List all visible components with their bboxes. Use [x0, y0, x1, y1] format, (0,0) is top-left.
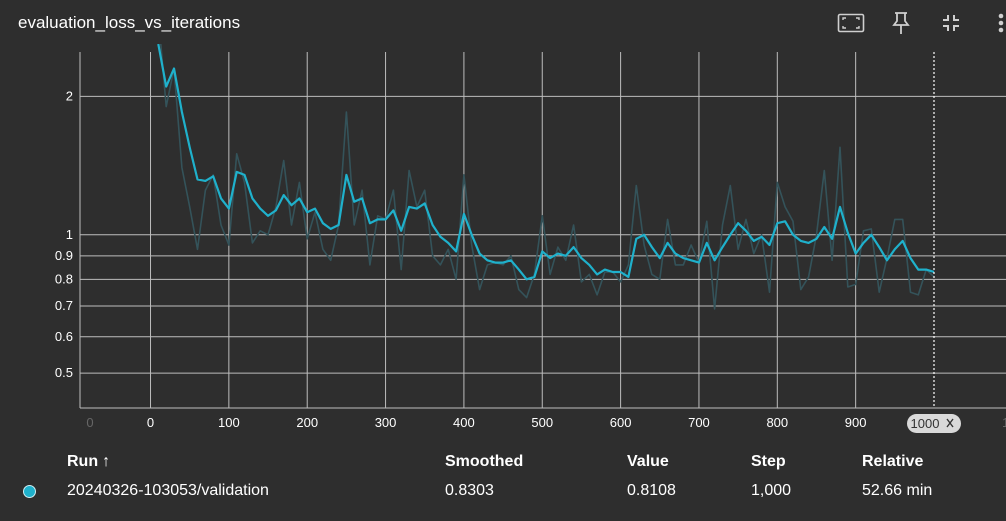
x-tick-label: 500 [531, 415, 553, 430]
hover-step-label: 1000 [911, 416, 940, 431]
table-row: 20240326-103053/validation 0.8303 0.8108… [0, 479, 1006, 503]
x-tick-label: 200 [296, 415, 318, 430]
x-tick-label: 400 [453, 415, 475, 430]
x-tick-label: 600 [610, 415, 632, 430]
relative-column-header[interactable]: Relative [862, 453, 924, 470]
x-tick-label: 700 [688, 415, 710, 430]
run-column-header[interactable]: Run ↑ [67, 453, 111, 470]
fit-to-data-icon[interactable] [836, 8, 866, 38]
y-tick-label: 0.7 [55, 298, 73, 313]
relative-time: 52.66 min [862, 482, 933, 499]
sort-ascending-icon[interactable]: ↑ [102, 453, 111, 470]
step-column-header[interactable]: Step [751, 453, 786, 470]
y-tick-label: 0.5 [55, 365, 73, 380]
smoothed-value: 0.8303 [445, 482, 494, 499]
y-tick-label: 0.9 [55, 248, 73, 263]
run-color-icon [23, 485, 36, 498]
table-header: Run ↑ Smoothed Value Step Relative [0, 450, 1006, 474]
line-chart[interactable]: 2 1 0.9 0.8 0.7 0.6 0.5 0 100 200 300 400 500 600 700 8… [0, 44, 1006, 444]
raw-value: 0.8108 [627, 482, 676, 499]
step-value: 1,000 [751, 482, 792, 499]
x-tick-label: 800 [766, 415, 788, 430]
y-tick-label: 2 [66, 88, 73, 103]
hover-indicator: 1000 [907, 52, 961, 433]
pin-icon[interactable] [886, 8, 916, 38]
smoothed-series-line [157, 44, 935, 281]
x-tick-label: 100 [218, 415, 240, 430]
x-tick-label: 300 [375, 415, 397, 430]
chart-axes: 2 1 0.9 0.8 0.7 0.6 0.5 0 100 200 300 400 500 600 700 8… [55, 88, 1006, 430]
more-vert-icon[interactable] [986, 8, 1006, 38]
chart-grid [79, 52, 1006, 409]
collapse-icon[interactable] [936, 8, 966, 38]
chart-series [157, 44, 935, 310]
chart-title: evaluation_loss_vs_iterations [18, 13, 241, 32]
x-tick-label: 0 [147, 415, 154, 430]
smoothed-column-header[interactable]: Smoothed [445, 453, 524, 470]
raw-series-line [159, 44, 935, 310]
y-tick-label: 1 [66, 227, 73, 242]
value-column-header[interactable]: Value [627, 453, 669, 470]
run-name: 20240326-103053/validation [67, 482, 269, 499]
y-tick-label: 0.6 [55, 329, 73, 344]
x-tick-label: 900 [845, 415, 867, 430]
y-tick-label: 0.8 [55, 271, 73, 286]
x-tick-label-faint: 1, [1002, 415, 1006, 430]
close-icon [946, 418, 954, 428]
x-tick-label-faint: 0 [86, 415, 93, 430]
